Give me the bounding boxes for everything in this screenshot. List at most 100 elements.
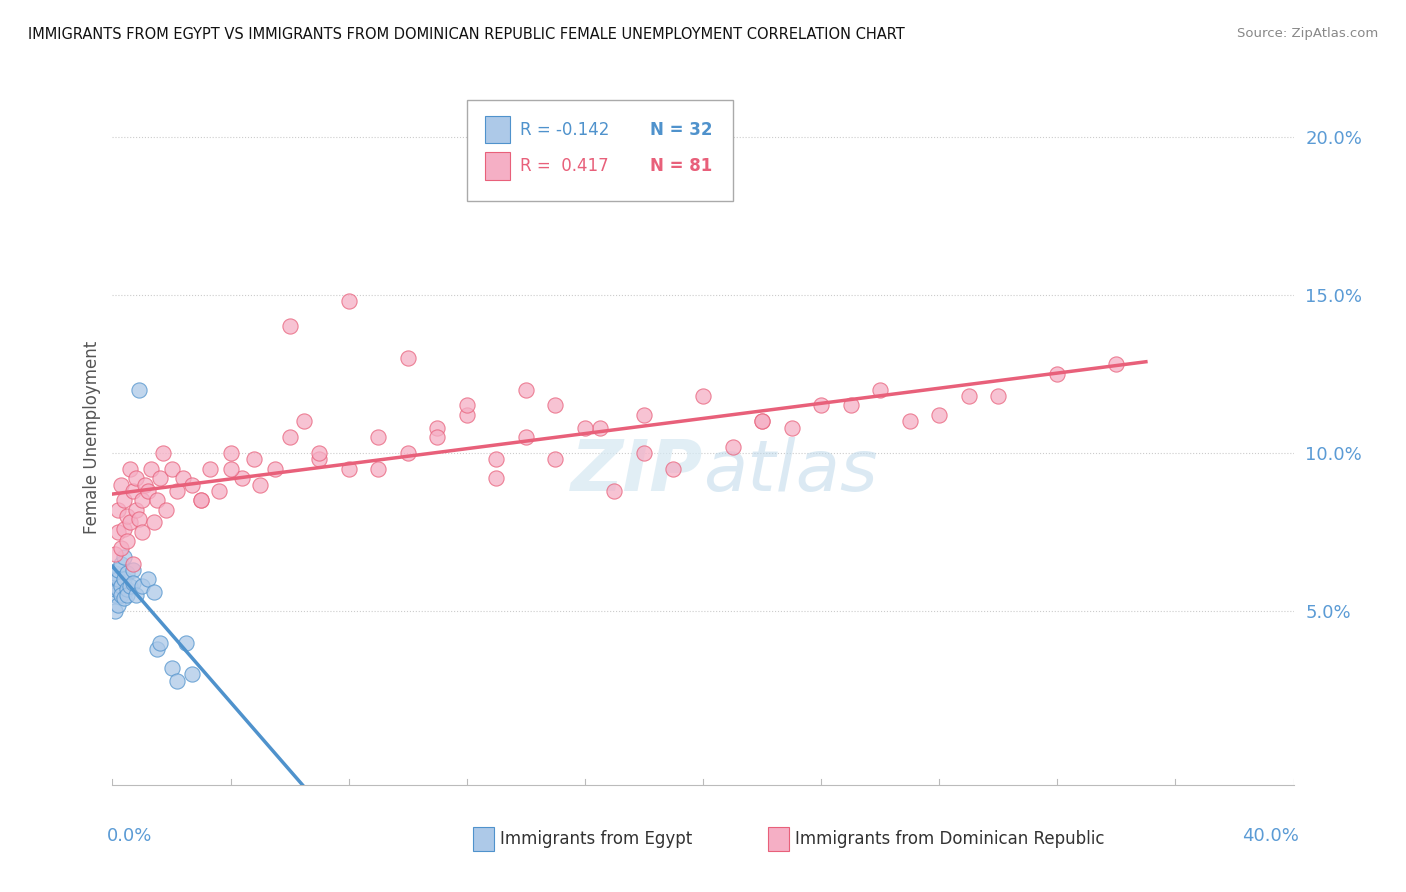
Point (337, 461, 360, 475)
Point (160, 661, 183, 675)
Point (107, 573, 129, 587)
Point (544, 452, 567, 467)
Point (104, 547, 127, 561)
Point (166, 483, 188, 498)
Point (149, 471, 172, 485)
Point (839, 399, 862, 413)
Point (131, 493, 153, 508)
Point (278, 319, 301, 334)
Point (104, 573, 127, 587)
Point (152, 446, 174, 460)
Bar (768, 827, 789, 851)
Text: ZIP: ZIP (571, 437, 703, 507)
Point (264, 461, 287, 475)
Point (456, 408, 478, 422)
Point (112, 522, 135, 536)
Point (128, 383, 150, 397)
Point (128, 512, 150, 526)
Point (308, 452, 330, 467)
Point (574, 420, 596, 434)
Point (117, 509, 138, 524)
Text: atlas: atlas (703, 437, 877, 507)
Point (117, 566, 138, 580)
Point (122, 557, 145, 571)
Point (174, 635, 197, 649)
Point (107, 598, 129, 612)
Point (181, 667, 204, 681)
Point (112, 493, 135, 508)
Point (292, 414, 315, 428)
Point (367, 461, 389, 475)
Point (104, 604, 127, 618)
FancyBboxPatch shape (467, 100, 733, 201)
Point (107, 524, 129, 539)
Point (208, 483, 231, 498)
Point (243, 452, 266, 467)
Point (426, 430, 449, 444)
Point (125, 503, 148, 517)
Point (122, 575, 145, 590)
Point (107, 582, 129, 596)
Point (515, 430, 537, 444)
Point (181, 477, 204, 491)
Point (396, 351, 419, 365)
Point (898, 414, 921, 428)
Point (721, 440, 744, 454)
Point (231, 471, 253, 485)
Text: N = 81: N = 81 (650, 157, 711, 175)
Point (146, 493, 169, 508)
Point (139, 461, 162, 475)
Point (117, 582, 138, 596)
Point (633, 446, 655, 460)
Point (633, 408, 655, 422)
Text: N = 32: N = 32 (650, 120, 713, 138)
Point (120, 579, 142, 593)
Point (166, 673, 188, 688)
Point (485, 471, 508, 485)
Point (957, 389, 980, 403)
Point (485, 452, 508, 467)
Point (104, 582, 127, 596)
Point (249, 477, 271, 491)
Point (110, 477, 132, 491)
Point (117, 534, 138, 549)
Point (136, 483, 159, 498)
Point (112, 573, 135, 587)
Point (603, 483, 626, 498)
Text: 40.0%: 40.0% (1243, 827, 1299, 845)
Point (337, 294, 360, 309)
Point (662, 461, 685, 475)
Text: R =  0.417: R = 0.417 (520, 157, 609, 175)
Point (120, 516, 142, 530)
Point (172, 471, 194, 485)
Point (131, 524, 153, 539)
Point (928, 408, 950, 422)
Point (190, 493, 212, 508)
Point (751, 414, 773, 428)
Text: R = -0.142: R = -0.142 (520, 120, 609, 138)
Point (751, 414, 773, 428)
Point (146, 642, 169, 657)
Point (110, 557, 132, 571)
Point (122, 483, 145, 498)
Text: IMMIGRANTS FROM EGYPT VS IMMIGRANTS FROM DOMINICAN REPUBLIC FEMALE UNEMPLOYMENT : IMMIGRANTS FROM EGYPT VS IMMIGRANTS FROM… (28, 27, 905, 42)
Point (136, 573, 159, 587)
Point (120, 461, 142, 475)
Point (104, 588, 127, 602)
Text: Immigrants from Egypt: Immigrants from Egypt (501, 830, 692, 848)
Point (1046, 367, 1069, 381)
Text: Immigrants from Dominican Republic: Immigrants from Dominican Republic (796, 830, 1105, 848)
Point (104, 566, 127, 580)
Point (278, 430, 301, 444)
Point (142, 516, 165, 530)
Point (107, 503, 129, 517)
Point (134, 477, 156, 491)
Y-axis label: Female Unemployment: Female Unemployment (83, 341, 101, 533)
Point (515, 383, 537, 397)
Bar (485, 116, 510, 144)
Point (1105, 357, 1128, 371)
Point (131, 579, 153, 593)
Point (155, 503, 177, 517)
Point (219, 461, 242, 475)
Point (780, 420, 803, 434)
